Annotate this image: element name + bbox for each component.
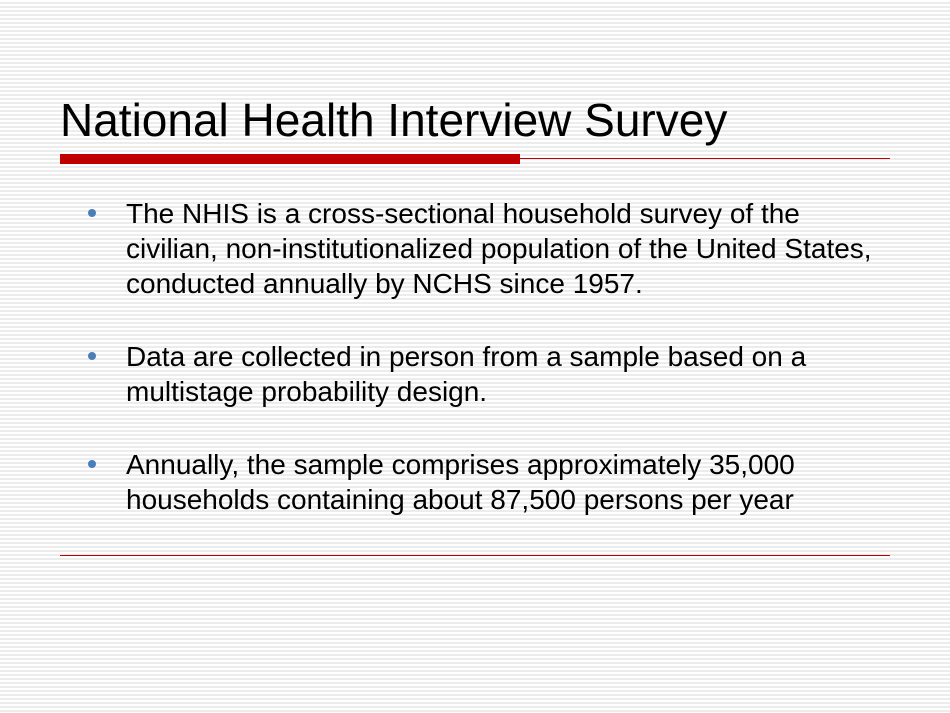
bullet-icon (88, 352, 96, 360)
bullet-icon (88, 460, 96, 468)
underline-thick (60, 154, 520, 164)
bullet-text: Annually, the sample comprises approxima… (126, 447, 890, 517)
bullet-text: Data are collected in person from a samp… (126, 339, 890, 409)
bullet-item: Data are collected in person from a samp… (60, 339, 890, 409)
bullet-icon (88, 209, 96, 217)
slide: National Health Interview Survey The NHI… (0, 0, 950, 713)
bullet-item: Annually, the sample comprises approxima… (60, 447, 890, 517)
slide-title: National Health Interview Survey (60, 95, 890, 146)
title-underline (60, 154, 890, 166)
slide-body: The NHIS is a cross-sectional household … (60, 196, 890, 556)
bullet-text: The NHIS is a cross-sectional household … (126, 196, 890, 301)
bottom-divider (60, 555, 890, 556)
bullet-item: The NHIS is a cross-sectional household … (60, 196, 890, 301)
